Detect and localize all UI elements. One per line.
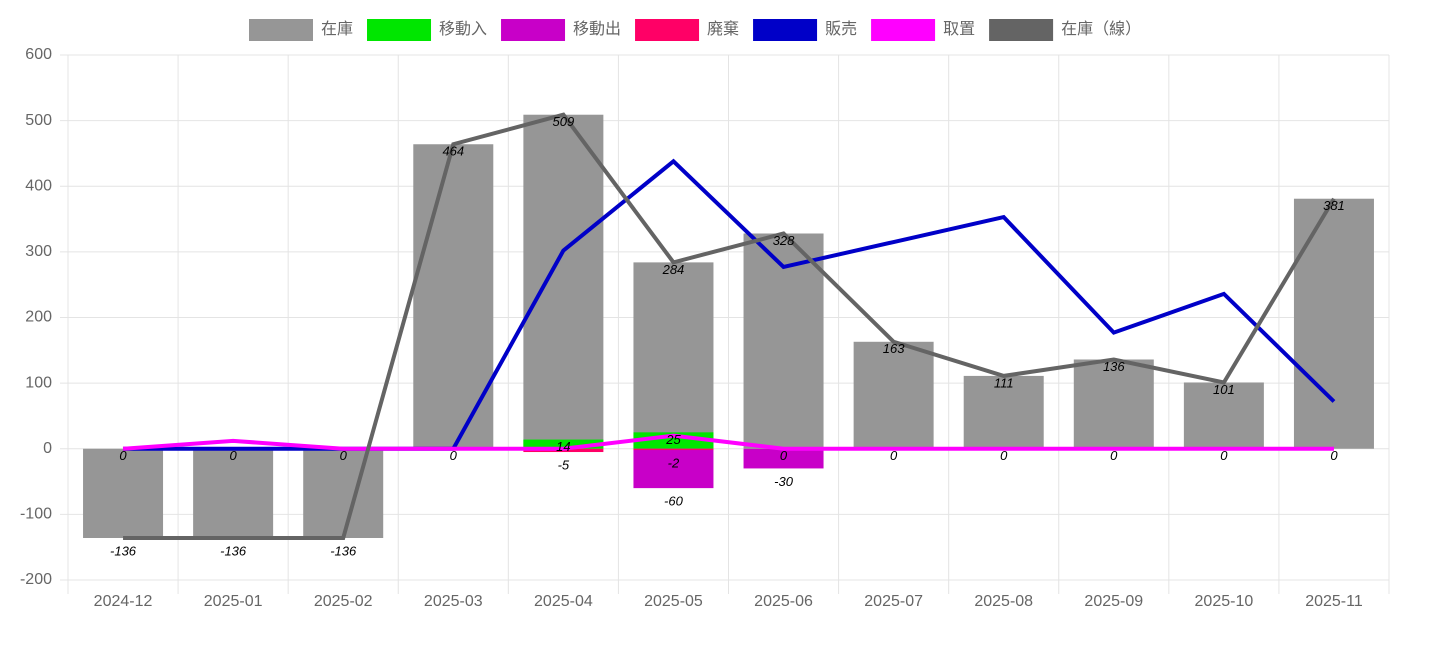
data-label: 0	[450, 448, 458, 463]
y-tick-label: 300	[25, 243, 52, 260]
legend-label: 移動出	[573, 20, 621, 38]
y-tick-label: -200	[20, 571, 52, 588]
data-label: 0	[1000, 448, 1008, 463]
data-label: 0	[890, 448, 898, 463]
line	[122, 433, 1334, 451]
bar	[523, 114, 604, 449]
x-tick-label: 2025-02	[314, 593, 373, 610]
data-label: 381	[1323, 198, 1345, 213]
x-tick-label: 2025-11	[1305, 593, 1363, 610]
data-label: 136	[1103, 359, 1125, 374]
bar	[963, 375, 1044, 449]
data-label: -136	[220, 543, 247, 558]
x-tick-label: 2025-06	[754, 593, 813, 610]
x-tick-label: 2025-09	[1084, 593, 1143, 610]
bar	[83, 448, 164, 538]
legend-label: 移動入	[439, 20, 487, 38]
legend-label: 販売	[825, 20, 857, 38]
data-label: 328	[773, 233, 795, 248]
data-label: -136	[110, 543, 137, 558]
data-label: 0	[230, 448, 238, 463]
legend-swatch	[501, 19, 566, 41]
legend-swatch	[753, 19, 818, 41]
data-label: -136	[330, 543, 357, 558]
legend-label: 在庫	[321, 20, 353, 38]
data-label: -30	[774, 474, 794, 489]
y-tick-label: 0	[43, 440, 52, 457]
legend-swatch	[871, 19, 936, 41]
bar	[523, 439, 604, 449]
x-tick-label: 2025-07	[864, 593, 923, 610]
data-label: 0	[119, 448, 127, 463]
x-tick-label: 2025-01	[204, 593, 263, 610]
bar	[633, 448, 714, 489]
y-tick-label: 200	[25, 309, 52, 326]
bar	[743, 233, 824, 449]
legend-swatch	[989, 19, 1054, 41]
y-tick-label: 100	[25, 374, 52, 391]
x-tick-label: 2025-03	[424, 593, 483, 610]
data-label: 0	[780, 448, 788, 463]
data-label: 0	[1220, 448, 1228, 463]
x-tick-label: 2024-12	[94, 593, 153, 610]
data-label: 0	[1330, 448, 1338, 463]
data-label: 284	[662, 262, 685, 277]
x-tick-label: 2025-08	[974, 593, 1033, 610]
data-label: -2	[668, 456, 680, 471]
legend-swatch	[635, 19, 700, 41]
bar	[853, 341, 934, 449]
data-label: 25	[665, 432, 681, 447]
legend-swatch	[367, 19, 432, 41]
data-label: -60	[664, 494, 684, 509]
data-label: -5	[558, 457, 570, 472]
data-label: 464	[442, 144, 464, 159]
data-label: 163	[883, 341, 905, 356]
x-tick-label: 2025-05	[644, 593, 703, 610]
y-tick-label: 500	[25, 112, 52, 129]
data-label: 111	[994, 375, 1014, 390]
data-label: 0	[1110, 448, 1118, 463]
y-tick-label: 400	[25, 177, 52, 194]
bar	[303, 448, 384, 538]
bar	[743, 448, 824, 469]
legend-swatch	[249, 19, 313, 41]
bar	[413, 144, 494, 449]
data-label: 509	[553, 114, 575, 129]
bar	[193, 448, 274, 538]
y-tick-label: 600	[25, 46, 52, 63]
legend-label: 取置	[943, 21, 975, 38]
bar	[633, 262, 714, 449]
x-tick-label: 2025-04	[534, 593, 593, 610]
line	[123, 112, 1336, 540]
y-tick-label: -100	[20, 506, 52, 523]
x-tick-label: 2025-10	[1195, 593, 1254, 610]
bar	[1073, 359, 1154, 449]
bar	[1183, 382, 1264, 449]
data-label: 14	[556, 439, 570, 454]
bar	[1293, 198, 1374, 449]
data-label: 0	[340, 448, 348, 463]
bar	[633, 448, 714, 451]
legend-label: 廃棄	[707, 20, 739, 38]
data-label: 101	[1213, 382, 1235, 397]
legend-label: 在庫（線）	[1061, 20, 1141, 38]
